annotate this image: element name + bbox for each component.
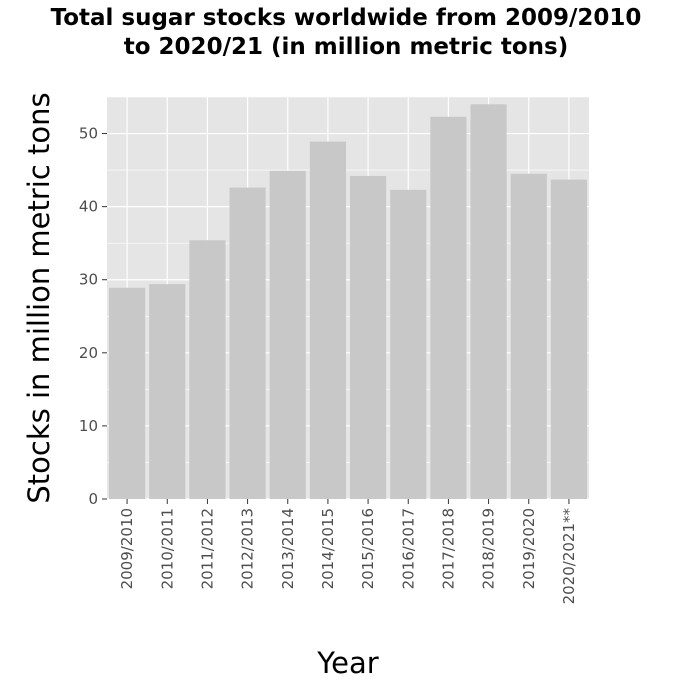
y-tick-label: 40 bbox=[79, 198, 98, 216]
y-tick-label: 10 bbox=[79, 417, 98, 435]
chart-title: Total sugar stocks worldwide from 2009/2… bbox=[0, 4, 692, 62]
x-tick-label: 2014/2015 bbox=[319, 508, 337, 589]
x-tick-label: 2009/2010 bbox=[118, 508, 136, 589]
y-tick-label: 30 bbox=[79, 271, 98, 289]
y-tick-label: 20 bbox=[79, 344, 98, 362]
bar-2009-2010 bbox=[109, 287, 146, 499]
chart-title-line-2: to 2020/21 (in million metric tons) bbox=[123, 34, 569, 60]
x-axis-title: Year bbox=[316, 646, 378, 680]
plot-panel bbox=[107, 97, 589, 499]
x-tick-label: 2010/2011 bbox=[158, 508, 176, 589]
bar-2013-2014 bbox=[269, 170, 306, 499]
x-tick-label: 2011/2012 bbox=[198, 508, 216, 589]
y-axis-title: Stocks in million metric tons bbox=[22, 92, 56, 503]
x-tick-label: 2015/2016 bbox=[359, 508, 377, 589]
x-tick-label: 2012/2013 bbox=[239, 508, 257, 589]
y-tick-label: 50 bbox=[79, 125, 98, 143]
bars bbox=[109, 104, 587, 500]
x-tick-label: 2016/2017 bbox=[399, 508, 417, 589]
x-tick-label: 2018/2019 bbox=[480, 508, 498, 589]
y-tick-label: 0 bbox=[88, 490, 98, 508]
bar-2020-2021-- bbox=[550, 179, 587, 500]
x-tick-label: 2019/2020 bbox=[520, 508, 538, 589]
bar-2015-2016 bbox=[350, 175, 387, 500]
chart-title-line-1: Total sugar stocks worldwide from 2009/2… bbox=[50, 5, 642, 31]
bar-2016-2017 bbox=[390, 189, 427, 500]
bar-2014-2015 bbox=[309, 141, 346, 499]
x-tick-label: 2013/2014 bbox=[279, 508, 297, 589]
x-axis: 2009/2010 2010/2011 2011/2012 2012/2013 2013… bbox=[118, 499, 578, 604]
x-tick-label: 2017/2018 bbox=[439, 508, 457, 589]
y-axis: 0 10 20 30 40 50 bbox=[79, 125, 107, 508]
bar-2012-2013 bbox=[229, 187, 266, 499]
bar-2019-2020 bbox=[510, 173, 547, 499]
x-tick-label: 2020/2021** bbox=[560, 508, 578, 605]
bar-2017-2018 bbox=[430, 116, 467, 499]
bar-2010-2011 bbox=[149, 284, 186, 499]
bar-2011-2012 bbox=[189, 240, 226, 499]
bar-2018-2019 bbox=[470, 104, 507, 500]
